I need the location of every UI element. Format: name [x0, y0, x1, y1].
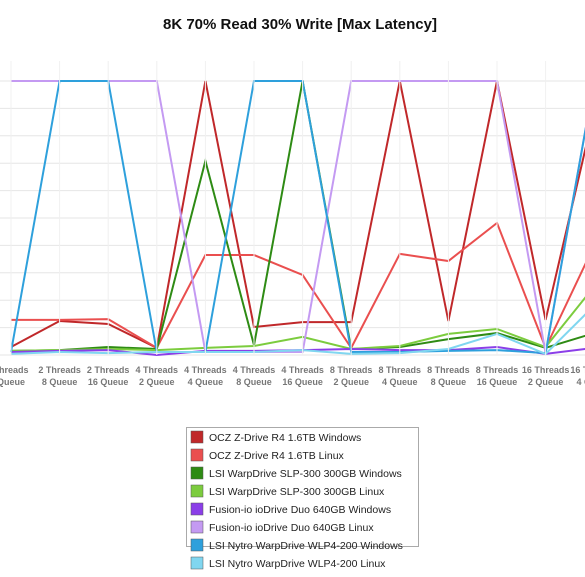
series-line — [11, 80, 585, 354]
legend-swatch — [190, 448, 204, 462]
x-tick-label: 4 Queue — [576, 377, 585, 387]
x-tick-label: 2 Queue — [139, 377, 175, 387]
legend-label: OCZ Z-Drive R4 1.6TB Windows — [209, 432, 361, 444]
legend-swatch — [190, 430, 204, 444]
x-tick-label: 16 Queue — [282, 377, 323, 387]
x-tick-label: 8 Queue — [42, 377, 78, 387]
x-tick-label: 4 Threads — [184, 365, 227, 375]
legend-label: LSI WarpDrive SLP-300 300GB Linux — [209, 486, 385, 498]
legend-label: LSI WarpDrive SLP-300 300GB Windows — [209, 468, 402, 480]
legend-swatch — [190, 484, 204, 498]
x-tick-label: 4 Queue — [188, 377, 224, 387]
x-tick-label: 2 Queue — [528, 377, 564, 387]
x-tick-label: 8 Threads — [476, 365, 519, 375]
series-line — [10, 80, 585, 352]
legend-swatch — [190, 556, 204, 570]
x-tick-label: 8 Queue — [236, 377, 272, 387]
legend-label: LSI Nytro WarpDrive WLP4-200 Linux — [209, 558, 386, 570]
x-tick-label: 16 Queue — [477, 377, 518, 387]
x-tick-label: Queue — [0, 377, 25, 387]
x-tick-label: 8 Queue — [431, 377, 467, 387]
legend-label: OCZ Z-Drive R4 1.6TB Linux — [209, 450, 345, 462]
x-tick-label: 4 Threads — [233, 365, 276, 375]
legend-swatch — [190, 520, 204, 534]
legend-label: Fusion-io ioDrive Duo 640GB Windows — [209, 504, 391, 516]
x-tick-label: 16 Threads — [522, 365, 570, 375]
chart-title: 8K 70% Read 30% Write [Max Latency] — [163, 16, 437, 33]
legend-label: Fusion-io ioDrive Duo 640GB Linux — [209, 522, 374, 534]
legend-swatch — [190, 538, 204, 552]
x-tick-label: 4 Threads — [136, 365, 179, 375]
legend-swatch — [190, 466, 204, 480]
x-tick-label: 2 Threads — [87, 365, 130, 375]
series-line — [10, 80, 585, 355]
x-tick-label: 16 Threads — [570, 365, 585, 375]
x-tick-label: 8 Threads — [379, 365, 422, 375]
legend-label: LSI Nytro WarpDrive WLP4-200 Windows — [209, 540, 403, 552]
x-tick-label: 2 Queue — [333, 377, 369, 387]
legend-swatch — [190, 502, 204, 516]
x-tick-label: 8 Threads — [427, 365, 470, 375]
x-tick-label: 16 Queue — [88, 377, 129, 387]
x-tick-label: 4 Queue — [382, 377, 418, 387]
x-tick-label: Threads — [0, 365, 29, 375]
x-tick-label: 2 Threads — [38, 365, 81, 375]
x-tick-label: 8 Threads — [330, 365, 373, 375]
x-tick-label: 4 Threads — [281, 365, 324, 375]
series-line — [10, 80, 585, 350]
legend-box — [186, 427, 419, 547]
